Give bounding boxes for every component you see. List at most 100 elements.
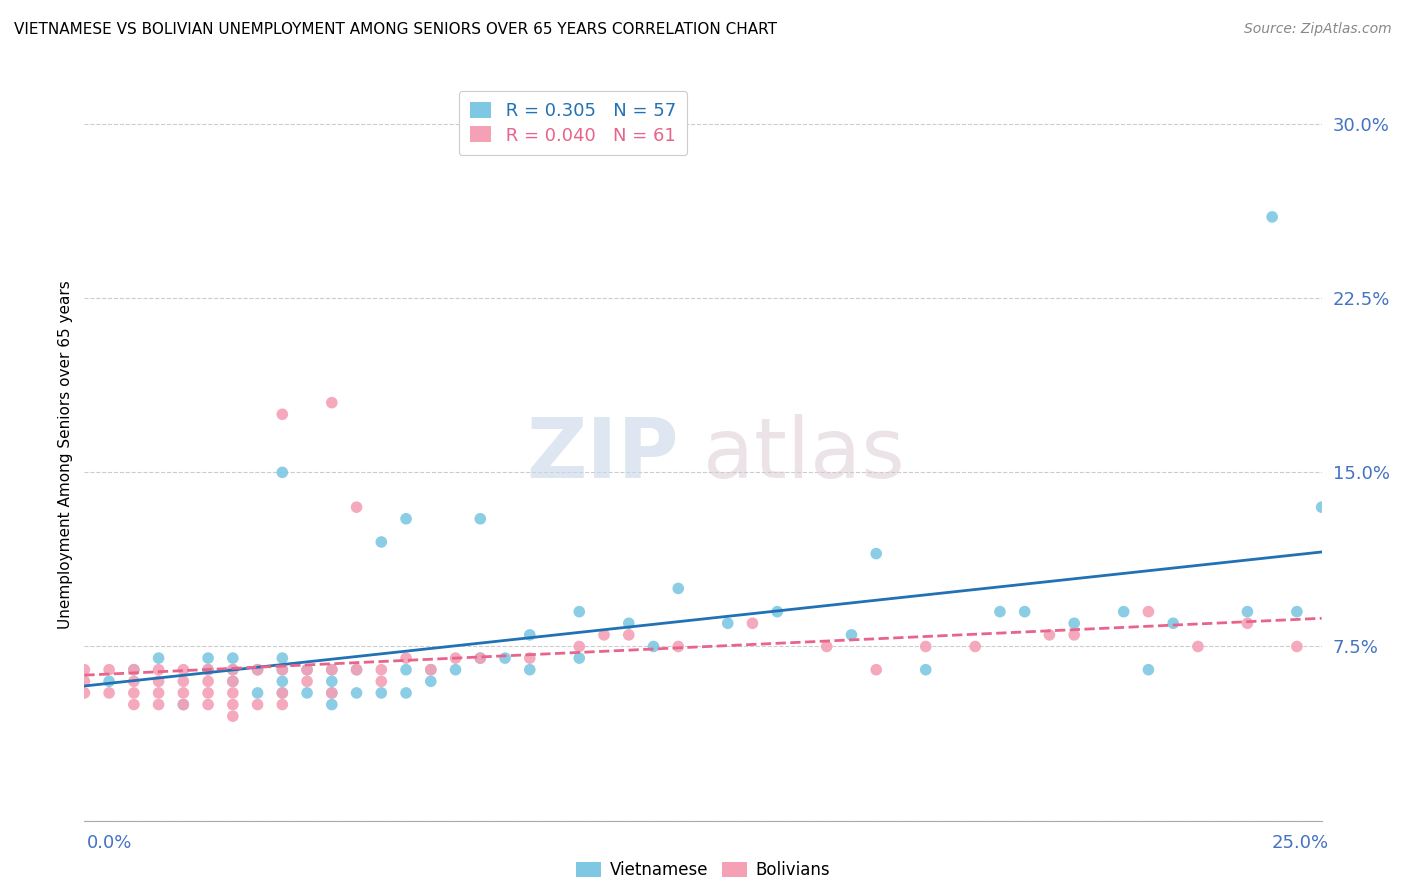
Point	[271, 651, 294, 665]
Point	[271, 407, 294, 421]
Point	[666, 640, 689, 654]
Point	[519, 651, 541, 665]
Point	[197, 663, 219, 677]
Point	[197, 674, 219, 689]
Point	[617, 616, 640, 631]
Point	[370, 674, 392, 689]
Point	[346, 663, 368, 677]
Text: VIETNAMESE VS BOLIVIAN UNEMPLOYMENT AMONG SENIORS OVER 65 YEARS CORRELATION CHAR: VIETNAMESE VS BOLIVIAN UNEMPLOYMENT AMON…	[14, 22, 778, 37]
Point	[148, 663, 170, 677]
Point	[568, 640, 591, 654]
Point	[741, 616, 763, 631]
Point	[271, 698, 294, 712]
Point	[246, 698, 269, 712]
Point	[321, 395, 343, 409]
Point	[172, 663, 194, 677]
Point	[271, 686, 294, 700]
Point	[346, 686, 368, 700]
Point	[370, 535, 392, 549]
Text: 25.0%: 25.0%	[1271, 834, 1329, 852]
Point	[172, 686, 194, 700]
Point	[914, 663, 936, 677]
Point	[222, 709, 245, 723]
Point	[395, 651, 418, 665]
Point	[1236, 616, 1258, 631]
Point	[395, 663, 418, 677]
Point	[444, 651, 467, 665]
Point	[197, 651, 219, 665]
Point	[444, 663, 467, 677]
Point	[419, 674, 441, 689]
Point	[73, 663, 96, 677]
Point	[148, 651, 170, 665]
Point	[271, 663, 294, 677]
Point	[1285, 605, 1308, 619]
Point	[73, 686, 96, 700]
Point	[370, 663, 392, 677]
Point	[1310, 500, 1333, 515]
Point	[271, 663, 294, 677]
Text: atlas: atlas	[703, 415, 904, 495]
Point	[865, 663, 887, 677]
Point	[172, 674, 194, 689]
Point	[172, 698, 194, 712]
Point	[519, 628, 541, 642]
Point	[1161, 616, 1184, 631]
Y-axis label: Unemployment Among Seniors over 65 years: Unemployment Among Seniors over 65 years	[58, 281, 73, 629]
Point	[271, 466, 294, 480]
Point	[419, 663, 441, 677]
Point	[717, 616, 740, 631]
Point	[914, 640, 936, 654]
Point	[395, 512, 418, 526]
Point	[419, 663, 441, 677]
Point	[246, 663, 269, 677]
Point	[643, 640, 665, 654]
Point	[470, 512, 492, 526]
Point	[295, 686, 318, 700]
Point	[321, 698, 343, 712]
Point	[122, 686, 145, 700]
Point	[246, 663, 269, 677]
Point	[321, 686, 343, 700]
Point	[346, 663, 368, 677]
Point	[1137, 663, 1160, 677]
Point	[222, 674, 245, 689]
Point	[766, 605, 789, 619]
Point	[1187, 640, 1209, 654]
Point	[841, 628, 863, 642]
Point	[197, 663, 219, 677]
Point	[1137, 605, 1160, 619]
Point	[271, 674, 294, 689]
Point	[148, 686, 170, 700]
Point	[321, 663, 343, 677]
Point	[222, 663, 245, 677]
Point	[122, 698, 145, 712]
Point	[988, 605, 1011, 619]
Point	[295, 663, 318, 677]
Point	[122, 674, 145, 689]
Point	[346, 500, 368, 515]
Point	[295, 663, 318, 677]
Point	[98, 686, 121, 700]
Point	[1261, 210, 1284, 224]
Point	[965, 640, 987, 654]
Point	[370, 686, 392, 700]
Point	[148, 698, 170, 712]
Point	[494, 651, 516, 665]
Point	[98, 674, 121, 689]
Point	[395, 686, 418, 700]
Point	[321, 674, 343, 689]
Legend: Vietnamese, Bolivians: Vietnamese, Bolivians	[569, 855, 837, 886]
Point	[1236, 605, 1258, 619]
Point	[73, 674, 96, 689]
Point	[222, 698, 245, 712]
Point	[197, 698, 219, 712]
Point	[148, 674, 170, 689]
Text: 0.0%: 0.0%	[87, 834, 132, 852]
Point	[321, 663, 343, 677]
Point	[295, 674, 318, 689]
Point	[666, 582, 689, 596]
Point	[222, 663, 245, 677]
Point	[222, 686, 245, 700]
Point	[321, 686, 343, 700]
